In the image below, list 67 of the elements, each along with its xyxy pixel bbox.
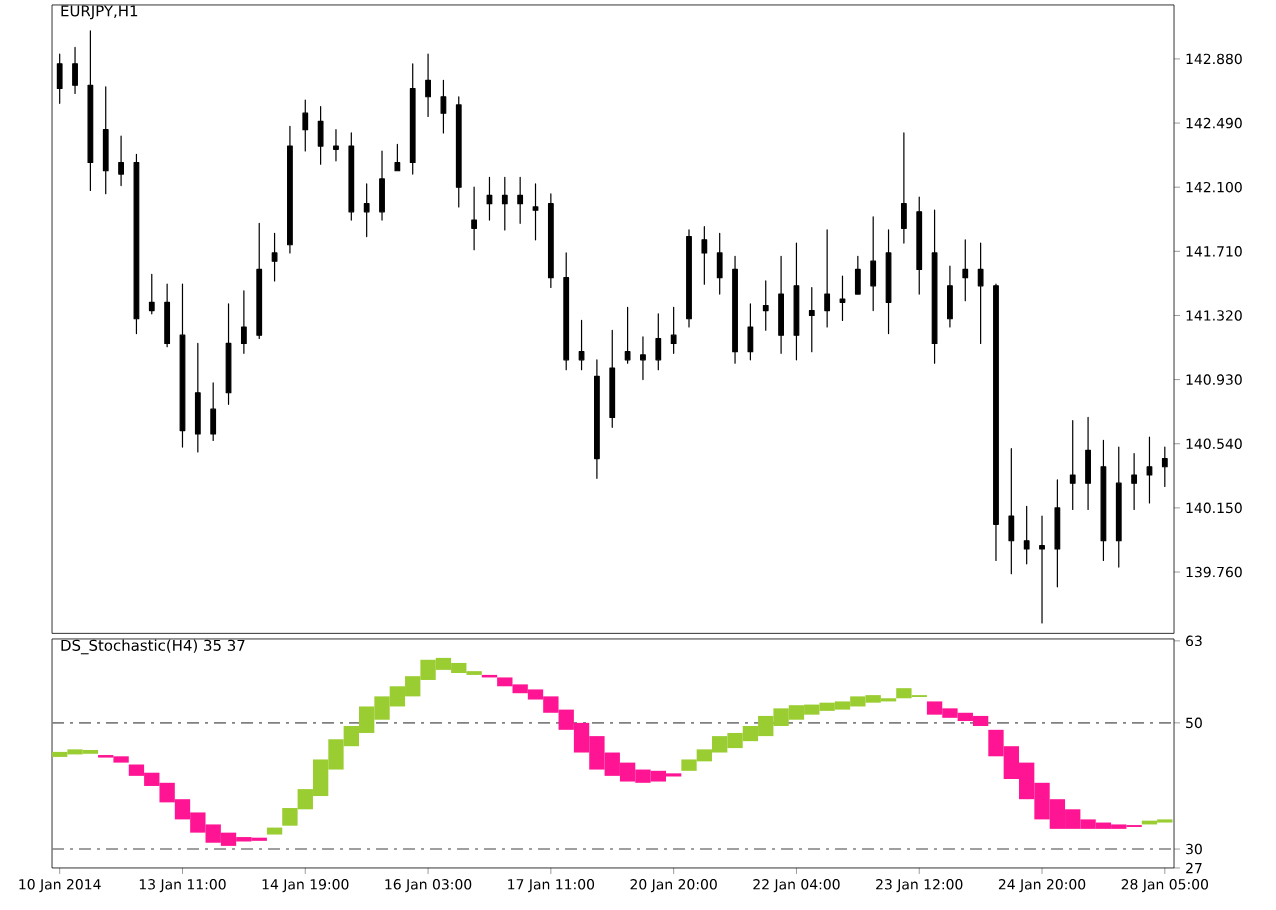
candlestick [716,232,723,295]
candlestick [1069,420,1076,511]
candlestick [425,53,431,118]
candlestick [1131,453,1138,511]
candlestick [900,132,907,244]
candlestick [348,132,355,221]
candlestick [655,313,662,371]
candlestick [333,129,339,162]
candlestick [148,273,155,315]
candlestick [210,382,217,442]
candlestick [594,359,600,479]
candlestick [471,186,478,251]
candlestick [701,226,708,285]
candlestick [1100,439,1107,562]
candlestick [194,342,201,453]
candlestick [962,239,969,302]
candlestick [916,196,923,295]
candlestick [977,242,984,345]
candlestick [133,153,140,335]
candlestick [762,280,769,331]
candlestick [870,216,877,312]
candlestick [455,96,462,208]
candlestick [164,283,171,348]
candlestick [747,303,754,361]
candlestick [102,86,109,195]
candlestick [993,283,999,562]
candlestick [118,135,124,187]
candlestick [624,306,631,364]
candlestick [732,255,738,364]
bar [266,827,283,835]
candlestick [1161,446,1168,488]
candlestick [547,193,554,289]
candlestick [72,46,78,95]
candlestick [931,209,938,364]
candlestick [440,79,447,134]
candlestick [1085,416,1091,511]
candlestick [947,265,953,328]
candlestick [379,150,385,221]
candlestick [517,176,524,224]
candlestick [240,290,247,354]
candlestick [409,63,416,175]
candlestick [808,286,815,353]
candlestick [1008,448,1015,575]
candlestick [317,106,324,165]
candlestick [824,229,831,328]
candlestick [363,183,370,238]
candlestick [1115,446,1122,568]
candlestick [854,255,861,295]
candlestick [640,336,646,381]
candlestick [87,30,94,192]
candlestick [793,242,800,361]
candlestick [686,229,692,328]
candlestick [1054,479,1061,588]
candlestick [271,232,278,282]
candlestick [563,252,570,371]
candlestick [1023,505,1030,565]
candlestick [1039,515,1045,624]
candlestick [501,176,508,231]
candlestick [56,53,63,104]
candlestick [670,306,677,354]
candlestick [778,255,784,354]
candlestick [256,222,263,340]
candlestick [394,143,401,172]
candlestick [302,99,309,152]
candlestick [287,125,293,254]
candlestick [609,329,616,428]
candlestick [578,319,585,371]
